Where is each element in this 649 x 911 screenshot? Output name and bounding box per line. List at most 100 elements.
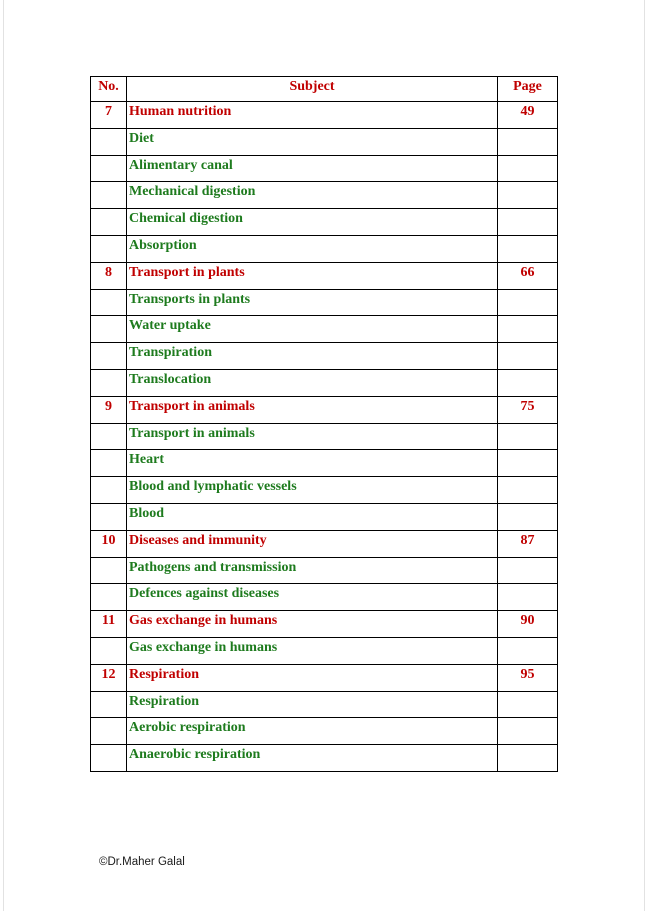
page-number-cell <box>497 315 558 344</box>
page-number-cell: 90 <box>497 610 558 638</box>
table-row: Water uptake <box>90 315 558 344</box>
page-number-cell: 87 <box>497 529 558 558</box>
subject-cell: Heart <box>126 449 498 478</box>
subject-cell: Transport in plants <box>126 261 498 290</box>
table-row: 10 Diseases and immunity 87 <box>90 529 558 558</box>
chapter-number-cell <box>90 449 127 478</box>
subject-cell: Human nutrition <box>126 101 498 129</box>
page-number-cell <box>497 422 558 451</box>
column-header-no: No. <box>90 76 127 102</box>
chapter-number-cell <box>90 476 127 504</box>
table-row: 12 Respiration 95 <box>90 663 558 692</box>
table-row: Alimentary canal <box>90 154 558 183</box>
table-row: Heart <box>90 449 558 478</box>
chapter-number-cell <box>90 744 127 772</box>
chapter-number-cell <box>90 234 127 263</box>
subject-cell: Gas exchange in humans <box>126 636 498 665</box>
subject-cell: Pathogens and transmission <box>126 556 498 585</box>
subject-cell: Respiration <box>126 690 498 719</box>
table-header-row: No. Subject Page <box>90 76 558 102</box>
page-edge-right <box>644 0 645 911</box>
chapter-number-cell: 7 <box>90 101 127 129</box>
page-number-cell <box>497 154 558 183</box>
chapter-number-cell <box>90 127 127 156</box>
subject-cell: Blood <box>126 502 498 531</box>
subject-cell: Anaerobic respiration <box>126 744 498 772</box>
table-row: Absorption <box>90 234 558 263</box>
table-row: Blood and lymphatic vessels <box>90 476 558 504</box>
table-row: Translocation <box>90 368 558 397</box>
table-row: Anaerobic respiration <box>90 744 558 772</box>
chapter-number-cell <box>90 583 127 612</box>
copyright-footer: ©Dr.Maher Galal <box>99 856 185 868</box>
chapter-number-cell <box>90 342 127 370</box>
table-row: Blood <box>90 502 558 531</box>
subject-cell: Gas exchange in humans <box>126 610 498 638</box>
table-row: Aerobic respiration <box>90 717 558 746</box>
subject-cell: Transports in plants <box>126 288 498 317</box>
table-row: Transport in animals <box>90 422 558 451</box>
subject-cell: Transpiration <box>126 342 498 370</box>
table-row: Transpiration <box>90 342 558 370</box>
chapter-number-cell <box>90 181 127 210</box>
subject-cell: Diet <box>126 127 498 156</box>
chapter-number-cell <box>90 208 127 236</box>
chapter-number-cell <box>90 636 127 665</box>
chapter-number-cell: 10 <box>90 529 127 558</box>
subject-cell: Blood and lymphatic vessels <box>126 476 498 504</box>
page-number-cell <box>497 127 558 156</box>
subject-cell: Respiration <box>126 663 498 692</box>
chapter-number-cell <box>90 422 127 451</box>
column-header-page: Page <box>497 76 558 102</box>
table-row: Diet <box>90 127 558 156</box>
table-row: 7 Human nutrition 49 <box>90 101 558 129</box>
page-number-cell <box>497 368 558 397</box>
table-row: Chemical digestion <box>90 208 558 236</box>
page-number-cell <box>497 449 558 478</box>
page-number-cell <box>497 208 558 236</box>
table-row: Mechanical digestion <box>90 181 558 210</box>
page-number-cell <box>497 636 558 665</box>
page-number-cell <box>497 476 558 504</box>
table-row: Pathogens and transmission <box>90 556 558 585</box>
page-number-cell: 49 <box>497 101 558 129</box>
subject-cell: Chemical digestion <box>126 208 498 236</box>
page-number-cell <box>497 744 558 772</box>
chapter-number-cell: 9 <box>90 395 127 424</box>
chapter-number-cell <box>90 154 127 183</box>
subject-cell: Absorption <box>126 234 498 263</box>
table-row: 9 Transport in animals 75 <box>90 395 558 424</box>
subject-cell: Aerobic respiration <box>126 717 498 746</box>
page-number-cell: 75 <box>497 395 558 424</box>
table-row: Gas exchange in humans <box>90 636 558 665</box>
subject-cell: Transport in animals <box>126 395 498 424</box>
table-row: Respiration <box>90 690 558 719</box>
subject-cell: Defences against diseases <box>126 583 498 612</box>
subject-cell: Translocation <box>126 368 498 397</box>
table-row: 8 Transport in plants 66 <box>90 261 558 290</box>
table-row: Defences against diseases <box>90 583 558 612</box>
table-of-contents: No. Subject Page 7 Human nutrition 49 Di… <box>90 76 558 772</box>
page-number-cell: 66 <box>497 261 558 290</box>
chapter-number-cell <box>90 288 127 317</box>
subject-cell: Diseases and immunity <box>126 529 498 558</box>
page-number-cell <box>497 717 558 746</box>
chapter-number-cell: 12 <box>90 663 127 692</box>
page-number-cell <box>497 342 558 370</box>
page-number-cell <box>497 288 558 317</box>
chapter-number-cell <box>90 315 127 344</box>
chapter-number-cell: 11 <box>90 610 127 638</box>
page-number-cell: 95 <box>497 663 558 692</box>
subject-cell: Mechanical digestion <box>126 181 498 210</box>
chapter-number-cell <box>90 502 127 531</box>
page-number-cell <box>497 556 558 585</box>
column-header-subject: Subject <box>126 76 498 102</box>
subject-cell: Water uptake <box>126 315 498 344</box>
page-edge-left <box>3 0 4 911</box>
table-row: Transports in plants <box>90 288 558 317</box>
subject-cell: Transport in animals <box>126 422 498 451</box>
page-number-cell <box>497 234 558 263</box>
subject-cell: Alimentary canal <box>126 154 498 183</box>
page-number-cell <box>497 583 558 612</box>
